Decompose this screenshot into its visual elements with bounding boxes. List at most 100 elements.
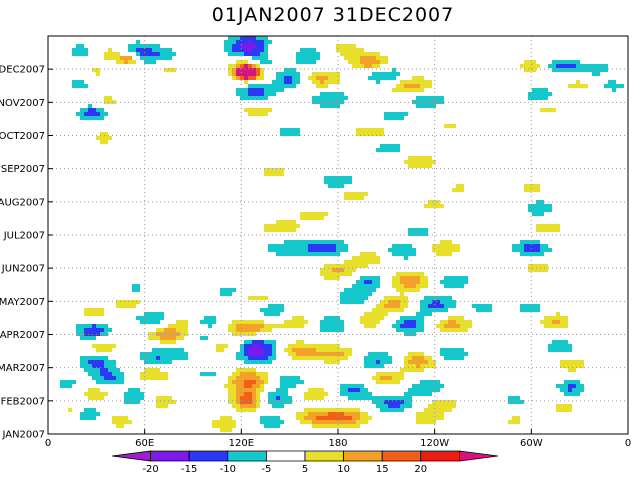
contour-cell [160, 332, 164, 336]
contour-cell [340, 320, 344, 324]
contour-cell [420, 84, 424, 88]
contour-cell [508, 396, 512, 400]
contour-cell [392, 300, 396, 304]
contour-cell [140, 316, 144, 320]
contour-cell [568, 68, 572, 72]
contour-cell [524, 188, 528, 192]
contour-cell [440, 320, 444, 324]
contour-cell [312, 388, 316, 392]
contour-cell [72, 380, 76, 384]
contour-cell [240, 92, 244, 96]
contour-cell [348, 396, 352, 400]
contour-cell [108, 136, 112, 140]
contour-cell [312, 412, 316, 416]
contour-cell [408, 368, 412, 372]
contour-cell [348, 52, 352, 56]
contour-cell [560, 364, 564, 368]
contour-cell [440, 100, 444, 104]
contour-cell [292, 344, 296, 348]
contour-cell [224, 344, 228, 348]
contour-cell [532, 248, 536, 252]
contour-cell [92, 68, 96, 72]
contour-cell [424, 232, 428, 236]
contour-cell [352, 296, 356, 300]
contour-cell [292, 244, 296, 248]
contour-cell [184, 320, 188, 324]
contour-cell [572, 60, 576, 64]
contour-cell [180, 324, 184, 328]
contour-cell [256, 36, 260, 40]
contour-cell [340, 356, 344, 360]
contour-cell [376, 256, 380, 260]
contour-cell [420, 412, 424, 416]
contour-cell [376, 76, 380, 80]
contour-cell [408, 284, 412, 288]
contour-cell [412, 328, 416, 332]
contour-cell [104, 112, 108, 116]
contour-cell [236, 408, 240, 412]
contour-cell [556, 316, 560, 320]
contour-cell [420, 312, 424, 316]
contour-cell [288, 320, 292, 324]
contour-cell [152, 52, 156, 56]
contour-cell [104, 356, 108, 360]
contour-cell [364, 292, 368, 296]
contour-cell [264, 172, 268, 176]
contour-cell [116, 300, 120, 304]
contour-cell [360, 300, 364, 304]
contour-cell [424, 156, 428, 160]
contour-cell [152, 56, 156, 60]
contour-cell [536, 240, 540, 244]
contour-cell [380, 304, 384, 308]
contour-cell [244, 52, 248, 56]
contour-cell [612, 80, 616, 84]
contour-cell [524, 304, 528, 308]
contour-cell [320, 408, 324, 412]
contour-cell [348, 300, 352, 304]
contour-cell [308, 252, 312, 256]
contour-cell [428, 412, 432, 416]
contour-cell [336, 252, 340, 256]
contour-cell [432, 384, 436, 388]
contour-cell [244, 392, 248, 396]
contour-cell [564, 380, 568, 384]
contour-cell [288, 84, 292, 88]
contour-cell [404, 332, 408, 336]
contour-cell [144, 320, 148, 324]
contour-cell [240, 372, 244, 376]
contour-cell [344, 356, 348, 360]
contour-cell [272, 80, 276, 84]
contour-cell [292, 348, 296, 352]
contour-cell [340, 176, 344, 180]
contour-cell [100, 360, 104, 364]
contour-cell [264, 92, 268, 96]
contour-cell [452, 276, 456, 280]
contour-cell [244, 328, 248, 332]
contour-cell [264, 324, 268, 328]
contour-cell [336, 320, 340, 324]
colorbar-label: -10 [220, 464, 236, 475]
colorbar-segment [265, 450, 306, 462]
contour-cell [268, 396, 272, 400]
contour-cell [384, 56, 388, 60]
contour-cell [252, 396, 256, 400]
contour-cell [264, 36, 268, 40]
contour-cell [404, 316, 408, 320]
contour-cell [276, 80, 280, 84]
contour-cell [548, 248, 552, 252]
contour-cell [316, 408, 320, 412]
contour-cell [96, 332, 100, 336]
contour-cell [400, 280, 404, 284]
contour-cell [428, 160, 432, 164]
contour-cell [204, 372, 208, 376]
contour-cell [84, 336, 88, 340]
contour-cell [524, 244, 528, 248]
contour-cell [568, 384, 572, 388]
contour-cell [424, 296, 428, 300]
contour-cell [424, 356, 428, 360]
contour-cell [336, 104, 340, 108]
contour-cell [112, 52, 116, 56]
contour-cell [288, 352, 292, 356]
colorbar-segment [420, 450, 460, 462]
contour-cell [548, 204, 552, 208]
